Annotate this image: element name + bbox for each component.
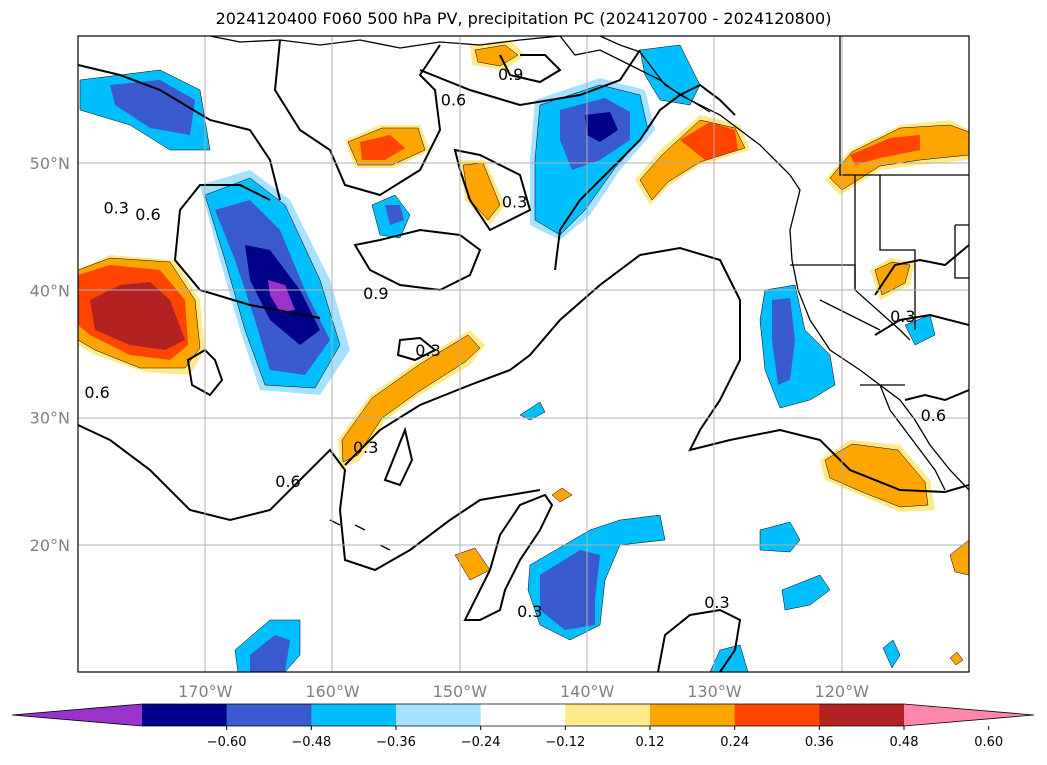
contour-label: 0.9	[363, 284, 388, 303]
longitude-tick-labels: 170°W 160°W 150°W 140°W 130°W 120°W	[178, 682, 869, 701]
colorbar-swatch	[12, 704, 142, 726]
contour-label: 0.6	[921, 406, 946, 425]
colorbar-tick-label: −0.12	[545, 735, 585, 750]
lat-tick-label: 20°N	[30, 536, 70, 555]
colorbar-tick-label: −0.36	[376, 735, 416, 750]
contour-label: 0.3	[890, 307, 915, 326]
colorbar-tick-label: 0.36	[805, 735, 834, 750]
colorbar-tick-label: 0.24	[720, 735, 749, 750]
lat-tick-label: 40°N	[30, 281, 70, 300]
colorbar-swatch	[480, 704, 566, 726]
contour-labels: 0.9 0.6 0.3 0.6 0.3 0.9 0.3 0.6 0.6 0.3 0.3 0.3 0.3 0…	[84, 65, 946, 621]
contour-label: 0.3	[353, 438, 378, 457]
contour-label: 0.6	[84, 383, 109, 402]
contour-label: 0.6	[441, 91, 466, 110]
contour-label: 0.3	[517, 602, 542, 621]
lon-tick-label: 140°W	[560, 682, 615, 701]
contour-label: 0.3	[103, 199, 128, 218]
positive-precip-shading	[78, 40, 969, 666]
contour-label: 0.3	[415, 341, 440, 360]
lat-tick-label: 30°N	[30, 409, 70, 428]
map-area	[78, 36, 969, 672]
colorbar-swatch	[734, 704, 820, 726]
contour-label: 0.3	[704, 593, 729, 612]
colorbar-swatch	[311, 704, 397, 726]
colorbar-tick-label: 0.48	[890, 735, 919, 750]
lat-tick-label: 50°N	[30, 154, 70, 173]
colorbar-swatch	[226, 704, 312, 726]
lon-tick-label: 160°W	[305, 682, 360, 701]
colorbar-tick-label: −0.48	[291, 735, 331, 750]
map-frame	[77, 35, 970, 673]
colorbar-outline	[11, 703, 1035, 727]
latitude-tick-labels: 20°N 30°N 40°N 50°N	[30, 154, 70, 555]
colorbar-swatch	[142, 704, 228, 726]
gridlines	[78, 36, 969, 672]
colorbar-swatch	[819, 704, 905, 726]
colorbar-tick-label: −0.24	[461, 735, 501, 750]
contour-label: 0.3	[502, 192, 527, 211]
colorbar-tick-label: 0.12	[636, 735, 665, 750]
colorbar-swatch	[650, 704, 736, 726]
contour-label: 0.6	[275, 472, 300, 491]
negative-precip-shading	[79, 44, 936, 672]
lon-tick-label: 120°W	[815, 682, 870, 701]
map-title: 2024120400 F060 500 hPa PV, precipitatio…	[215, 9, 832, 28]
colorbar-swatch	[396, 704, 482, 726]
colorbar: −0.60 −0.48 −0.36 −0.24 −0.12 0.12 0.24 0.36 0.4…	[11, 703, 1035, 750]
contour-label: 0.6	[135, 205, 160, 224]
colorbar-swatch	[565, 704, 651, 726]
lon-tick-label: 150°W	[433, 682, 488, 701]
colorbar-tick-label: −0.60	[207, 735, 247, 750]
colorbar-swatch	[904, 704, 1034, 726]
colorbar-tick-label: 0.60	[974, 735, 1003, 750]
lon-tick-label: 130°W	[687, 682, 742, 701]
lon-tick-label: 170°W	[178, 682, 233, 701]
pv-contours	[78, 39, 969, 672]
contour-label: 0.9	[498, 65, 523, 84]
